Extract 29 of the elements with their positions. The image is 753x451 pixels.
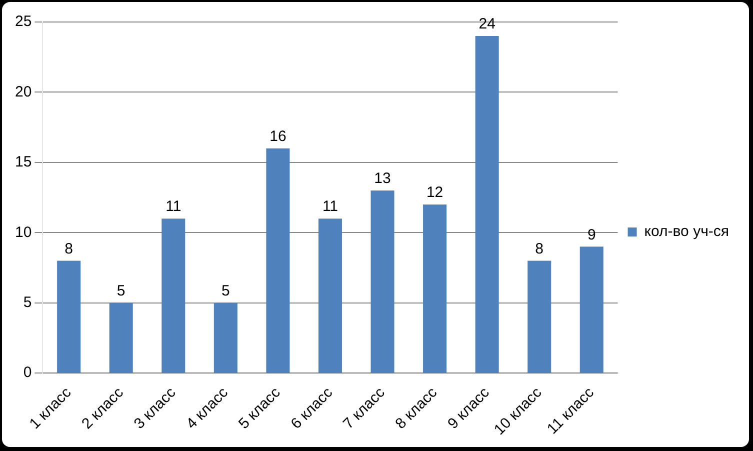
data-label: 13 (374, 170, 391, 188)
y-tick-label: 15 (14, 154, 32, 171)
data-label: 11 (322, 198, 338, 216)
bar (214, 302, 238, 373)
data-label: 8 (535, 240, 544, 258)
data-label: 5 (221, 282, 230, 300)
y-tick-label: 5 (23, 294, 32, 311)
data-label: 11 (166, 198, 182, 216)
bar (57, 260, 81, 373)
data-label: 8 (64, 240, 73, 258)
y-tick-label: 20 (14, 83, 32, 100)
bar (109, 302, 133, 373)
bar (370, 190, 394, 373)
y-tick-label: 10 (14, 224, 32, 241)
y-tick-label: 0 (23, 364, 32, 382)
bar (475, 36, 499, 373)
bar (580, 246, 604, 373)
bar (266, 148, 290, 373)
bar (162, 218, 186, 373)
data-label: 5 (116, 282, 126, 300)
bar (423, 204, 447, 373)
bar (528, 260, 552, 373)
legend-label: кол-во уч-ся (644, 223, 729, 240)
data-label: 12 (426, 184, 444, 202)
y-tick-label: 25 (14, 13, 32, 30)
bar (318, 218, 342, 373)
data-label: 16 (270, 128, 286, 146)
data-label: 9 (587, 226, 596, 244)
data-label: 24 (478, 16, 496, 33)
